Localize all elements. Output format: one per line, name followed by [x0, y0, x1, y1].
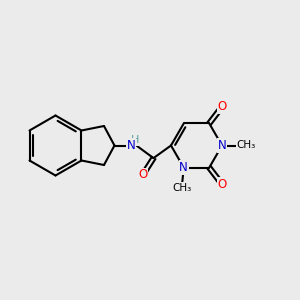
Text: N: N — [127, 139, 135, 152]
Text: H: H — [130, 135, 139, 145]
Text: N: N — [179, 161, 188, 174]
Text: N: N — [218, 139, 226, 152]
Text: CH₃: CH₃ — [172, 183, 192, 193]
Text: O: O — [138, 168, 148, 181]
Text: O: O — [217, 100, 226, 113]
Text: O: O — [217, 178, 226, 190]
Text: CH₃: CH₃ — [236, 140, 255, 151]
